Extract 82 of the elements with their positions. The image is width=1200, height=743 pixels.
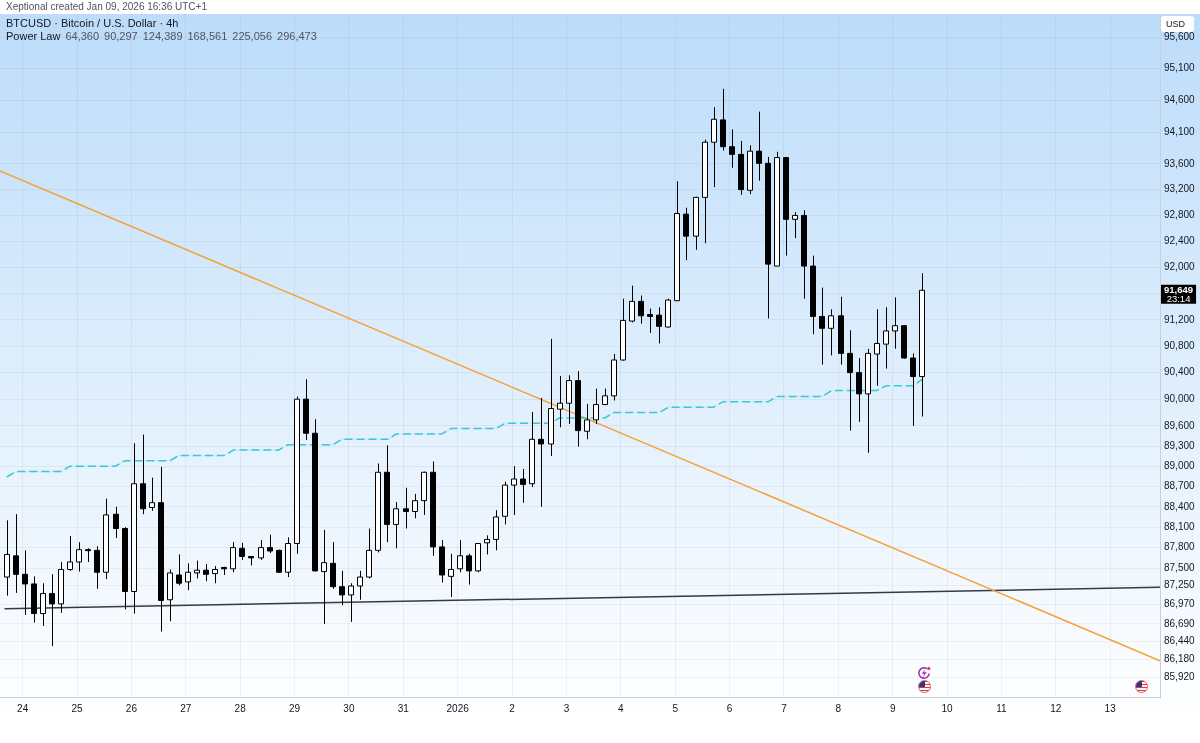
x-tick-label: 31 [397,702,410,714]
y-tick-label: 93,600 [1164,157,1196,169]
y-tick-label: 88,400 [1164,500,1196,512]
candlestick [103,498,109,580]
candlestick [13,513,19,594]
x-tick-label: 4 [618,702,624,714]
y-tick-label: 86,440 [1164,634,1196,646]
candlestick [774,151,780,267]
y-tick-label: 90,400 [1164,366,1196,378]
y-tick-label: 95,100 [1164,62,1196,74]
x-tick-label: 6 [726,702,733,714]
candlestick [285,536,291,578]
y-tick-label: 88,700 [1164,480,1196,492]
y-tick-label: 93,200 [1164,183,1196,195]
candlestick [448,553,454,598]
x-tick-label: 30 [343,702,355,714]
x-tick-label: 27 [180,702,192,714]
y-tick-label: 87,250 [1164,579,1196,591]
x-tick-label: 2 [509,702,516,714]
y-tick-label: 86,180 [1164,653,1196,665]
x-tick-label: 26 [125,702,138,714]
candlestick [729,128,735,169]
y-tick-label: 87,500 [1164,561,1196,573]
annotation: 168,561 [187,30,228,42]
annotation: 90,297 [104,30,138,42]
x-tick-label: 9 [889,702,896,714]
y-tick-label: 91,200 [1164,313,1196,325]
candlestick [149,477,155,512]
candlestick [828,308,834,356]
x-tick-label: 7 [781,702,788,714]
x-tick-label: 28 [234,702,247,714]
y-tick-label: 92,800 [1164,209,1196,221]
y-tick-label: 90,000 [1164,392,1196,404]
candlestick [584,403,590,440]
candlestick [566,374,572,425]
annotation: 124,389 [142,30,183,42]
y-tick-label: 86,690 [1164,617,1196,629]
x-tick-label: 11 [996,702,1008,714]
x-tick-label: 29 [288,702,301,714]
y-tick-label: 87,800 [1164,541,1196,553]
candlestick [403,487,409,530]
annotation: 296,473 [277,30,317,42]
x-tick-label: 5 [672,702,679,714]
annotation: 64,360 [65,30,100,42]
y-tick-label: 94,600 [1164,93,1196,105]
x-tick-label: 13 [1104,702,1117,714]
candlestick [393,501,399,549]
y-tick-label: 95,600 [1164,30,1196,42]
x-tick-label: 2026 [446,702,470,714]
chart-title: BTCUSD · Bitcoin / U.S. Dollar · 4h [6,17,179,29]
candlestick [783,156,789,257]
x-tick-label: 8 [835,702,842,714]
candlestick [67,535,73,572]
y-tick-label: 94,100 [1164,125,1196,137]
y-tick-label: 89,300 [1164,439,1196,451]
x-tick-label: 25 [71,702,84,714]
candlestick [131,442,137,615]
x-tick-label: 10 [941,702,954,714]
candlestick [883,306,889,370]
y-tick-label: 92,400 [1164,235,1196,247]
y-tick-label: 90,800 [1164,339,1196,351]
candlestick [647,308,653,334]
y-tick-label: 88,100 [1164,520,1196,532]
x-tick-label: 24 [17,702,29,714]
candlestick [122,526,128,610]
y-tick-label: 86,970 [1164,598,1196,610]
candlestick [493,509,499,551]
annotation: 225,056 [232,30,273,42]
candlestick [267,534,273,554]
candlestick [838,296,844,366]
candlestick [412,493,418,519]
x-tick-label: 12 [1050,702,1062,714]
y-tick-label: 92,000 [1164,261,1196,273]
candlestick [158,466,164,633]
y-tick-label: 89,600 [1164,419,1196,431]
x-tick-label: 3 [563,702,570,714]
text: Power Law [6,30,61,42]
y-tick-label: 89,000 [1164,459,1196,471]
text: 91,649 [1164,283,1194,295]
y-tick-label: 85,920 [1164,671,1196,683]
y-axis-title: USD [1161,16,1195,32]
chart-subtitle: Xeptional created Jan 09, 2026 16:36 UTC+1 [6,1,207,12]
